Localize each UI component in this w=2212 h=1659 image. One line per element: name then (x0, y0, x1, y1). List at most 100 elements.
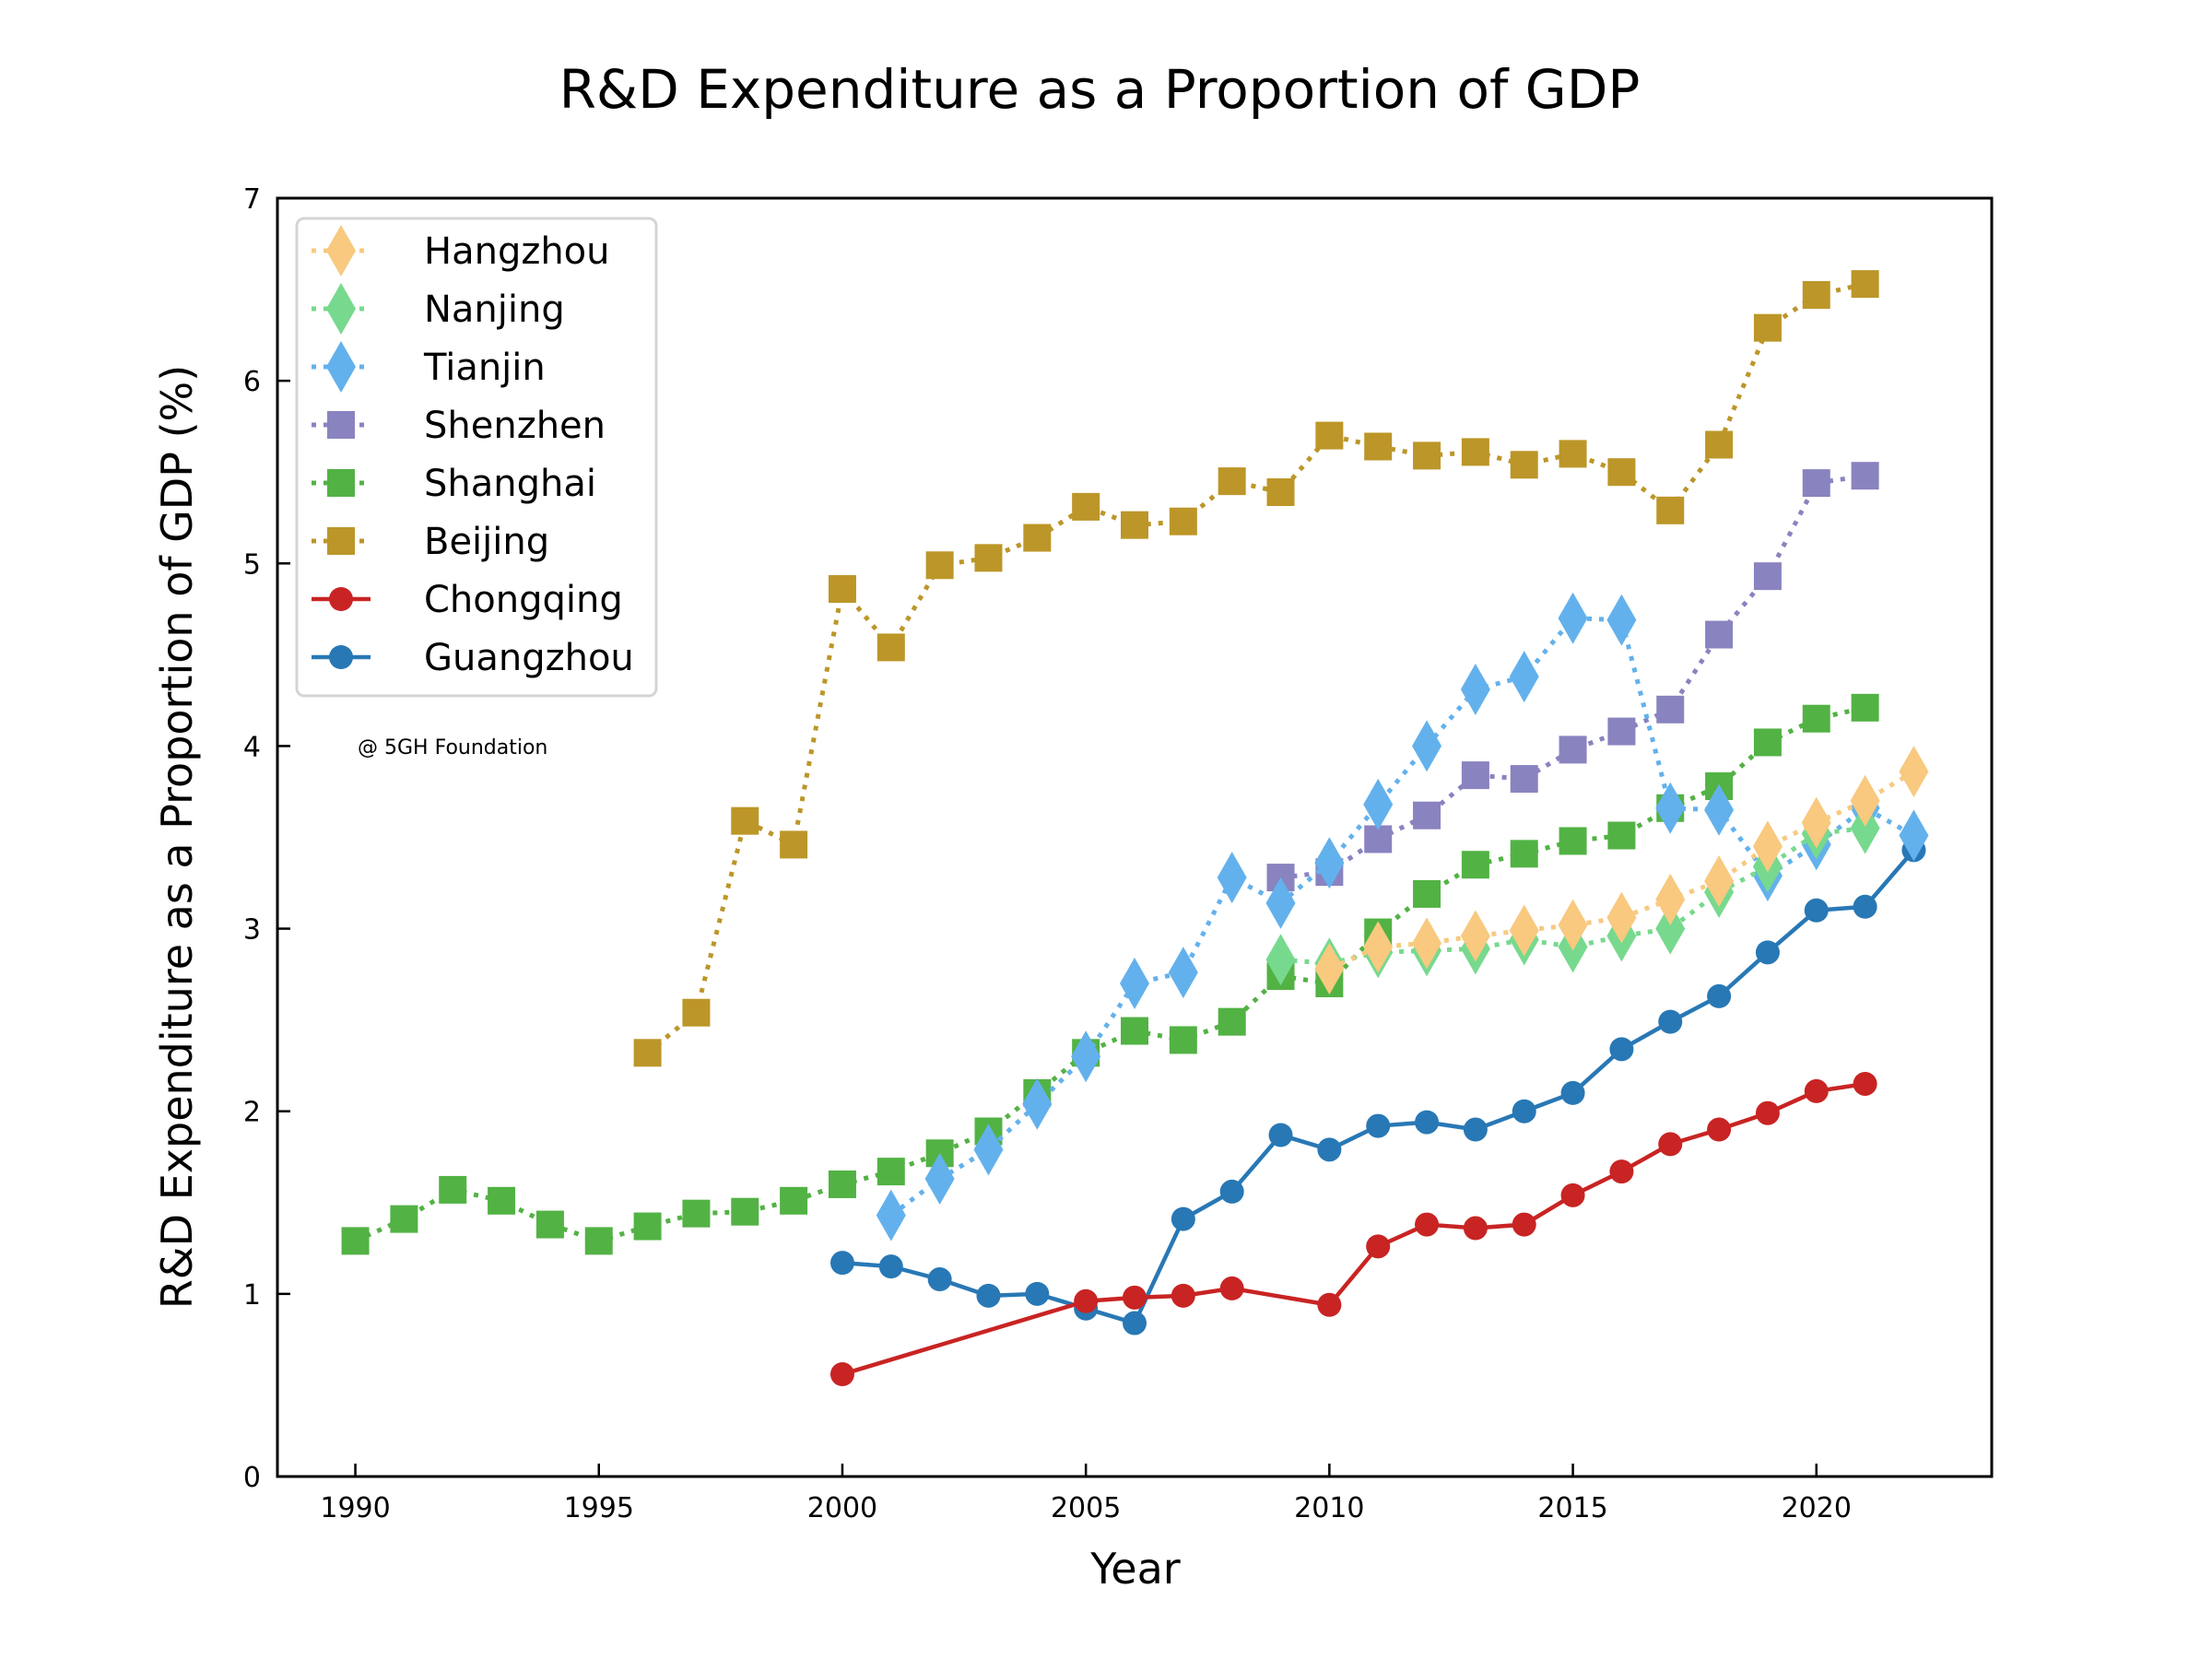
legend-label: Beijing (424, 521, 549, 563)
data-point-tianjin (1606, 594, 1637, 646)
data-point-chongqing (1609, 1159, 1634, 1184)
data-point-chongqing (1560, 1182, 1585, 1207)
y-tick-label: 3 (243, 914, 261, 947)
data-point-guangzhou (1609, 1037, 1634, 1062)
legend-marker-diamond-icon (326, 283, 356, 335)
data-point-hangzhou (1509, 904, 1539, 957)
data-point-beijing (1851, 270, 1879, 299)
data-point-beijing (1559, 440, 1587, 468)
data-point-hangzhou (1899, 746, 1929, 798)
data-point-shenzhen (1802, 469, 1830, 498)
x-tick-label: 1995 (564, 1492, 634, 1524)
data-point-beijing (682, 998, 711, 1027)
data-point-hangzhou (1363, 921, 1394, 973)
y-axis: 0 1 2 3 4 5 6 7 (243, 183, 290, 1494)
plot-frame (276, 196, 1994, 1478)
data-point-shanghai (1607, 821, 1636, 850)
data-point-tianjin (1363, 778, 1394, 830)
legend-marker-square-icon (327, 469, 355, 497)
legend-marker-diamond-icon (326, 341, 356, 393)
legend-label: Tianjin (423, 347, 546, 389)
data-point-beijing (731, 806, 759, 835)
data-point-beijing (1753, 313, 1782, 342)
series-layer (341, 270, 1929, 1387)
data-point-beijing (877, 633, 905, 662)
data-point-guangzhou (1560, 1080, 1585, 1105)
data-point-shanghai (1461, 851, 1489, 879)
data-point-beijing (1705, 430, 1734, 459)
data-point-shanghai (1559, 827, 1587, 855)
data-point-guangzhou (927, 1267, 952, 1292)
data-point-chongqing (1171, 1283, 1195, 1308)
data-point-shanghai (633, 1212, 662, 1241)
series-line-tianjin (889, 616, 1915, 1218)
data-point-tianjin (1071, 1030, 1101, 1083)
data-point-chongqing (1658, 1132, 1683, 1157)
y-tick-label: 7 (243, 183, 261, 216)
data-point-shanghai (1510, 840, 1538, 868)
data-point-shenzhen (1705, 620, 1734, 649)
data-point-shenzhen (1461, 761, 1489, 790)
data-point-guangzhou (1219, 1179, 1244, 1204)
data-point-beijing (925, 551, 954, 580)
data-point-beijing (633, 1039, 662, 1067)
x-tick-label: 1990 (320, 1492, 390, 1524)
data-point-chongqing (1463, 1216, 1488, 1241)
data-point-hangzhou (1314, 943, 1345, 995)
data-point-chongqing (1804, 1078, 1829, 1103)
data-point-shanghai (535, 1210, 564, 1239)
x-axis-label: Year (1089, 1544, 1180, 1594)
data-point-beijing (1461, 438, 1489, 466)
legend-frame (295, 217, 658, 698)
data-point-tianjin (1704, 783, 1735, 836)
data-point-beijing (1315, 421, 1344, 450)
data-point-tianjin (1168, 947, 1198, 999)
legend-marker-diamond-icon (326, 225, 356, 276)
legend-marker-square-icon (327, 527, 355, 555)
data-point-shanghai (488, 1186, 516, 1215)
data-point-nanjing (1265, 934, 1296, 986)
y-tick-label: 6 (243, 366, 261, 398)
legend: Hangzhou Nanjing Tianjin Shenzhen Shanghai Be… (295, 217, 658, 698)
data-point-guangzhou (1415, 1110, 1440, 1135)
data-point-chongqing (1755, 1100, 1780, 1125)
legend-label: Shenzhen (424, 405, 606, 447)
data-point-chongqing (1074, 1288, 1099, 1313)
data-point-shanghai (1753, 728, 1782, 757)
data-point-beijing (1607, 458, 1636, 487)
data-point-shanghai (341, 1227, 370, 1255)
series-beijing (633, 270, 1879, 1067)
data-point-chongqing (830, 1362, 854, 1387)
legend-marker-square-icon (327, 411, 355, 439)
data-point-shenzhen (1559, 735, 1587, 764)
data-point-hangzhou (1655, 873, 1686, 925)
data-point-shenzhen (1753, 562, 1782, 591)
data-point-hangzhou (1752, 820, 1783, 873)
data-point-shenzhen (1607, 717, 1636, 746)
data-point-hangzhou (1801, 796, 1831, 849)
data-point-chongqing (1219, 1276, 1244, 1300)
x-tick-label: 2015 (1537, 1492, 1607, 1524)
data-point-shanghai (877, 1158, 905, 1186)
data-point-shanghai (682, 1199, 711, 1228)
data-point-guangzhou (1317, 1137, 1342, 1162)
data-point-tianjin (1509, 651, 1539, 703)
data-point-beijing (828, 575, 856, 604)
x-tick-label: 2000 (807, 1492, 877, 1524)
data-point-shanghai (1169, 1026, 1197, 1054)
x-axis: 1990 1995 2000 2005 2010 2015 2020 (320, 1464, 1852, 1524)
data-point-guangzhou (1755, 940, 1780, 965)
data-point-shanghai (390, 1205, 418, 1233)
data-point-beijing (1656, 496, 1685, 524)
data-point-tianjin (1460, 664, 1490, 716)
data-point-hangzhou (1412, 917, 1442, 970)
y-tick-label: 2 (243, 1097, 261, 1129)
data-point-guangzhou (1366, 1113, 1391, 1138)
legend-item-shanghai: Shanghai (312, 463, 596, 505)
legend-label: Chongqing (424, 579, 623, 621)
data-point-tianjin (876, 1189, 906, 1241)
data-point-shanghai (1218, 1007, 1246, 1036)
data-point-shanghai (1121, 1017, 1148, 1045)
legend-item-nanjing: Nanjing (312, 283, 565, 335)
